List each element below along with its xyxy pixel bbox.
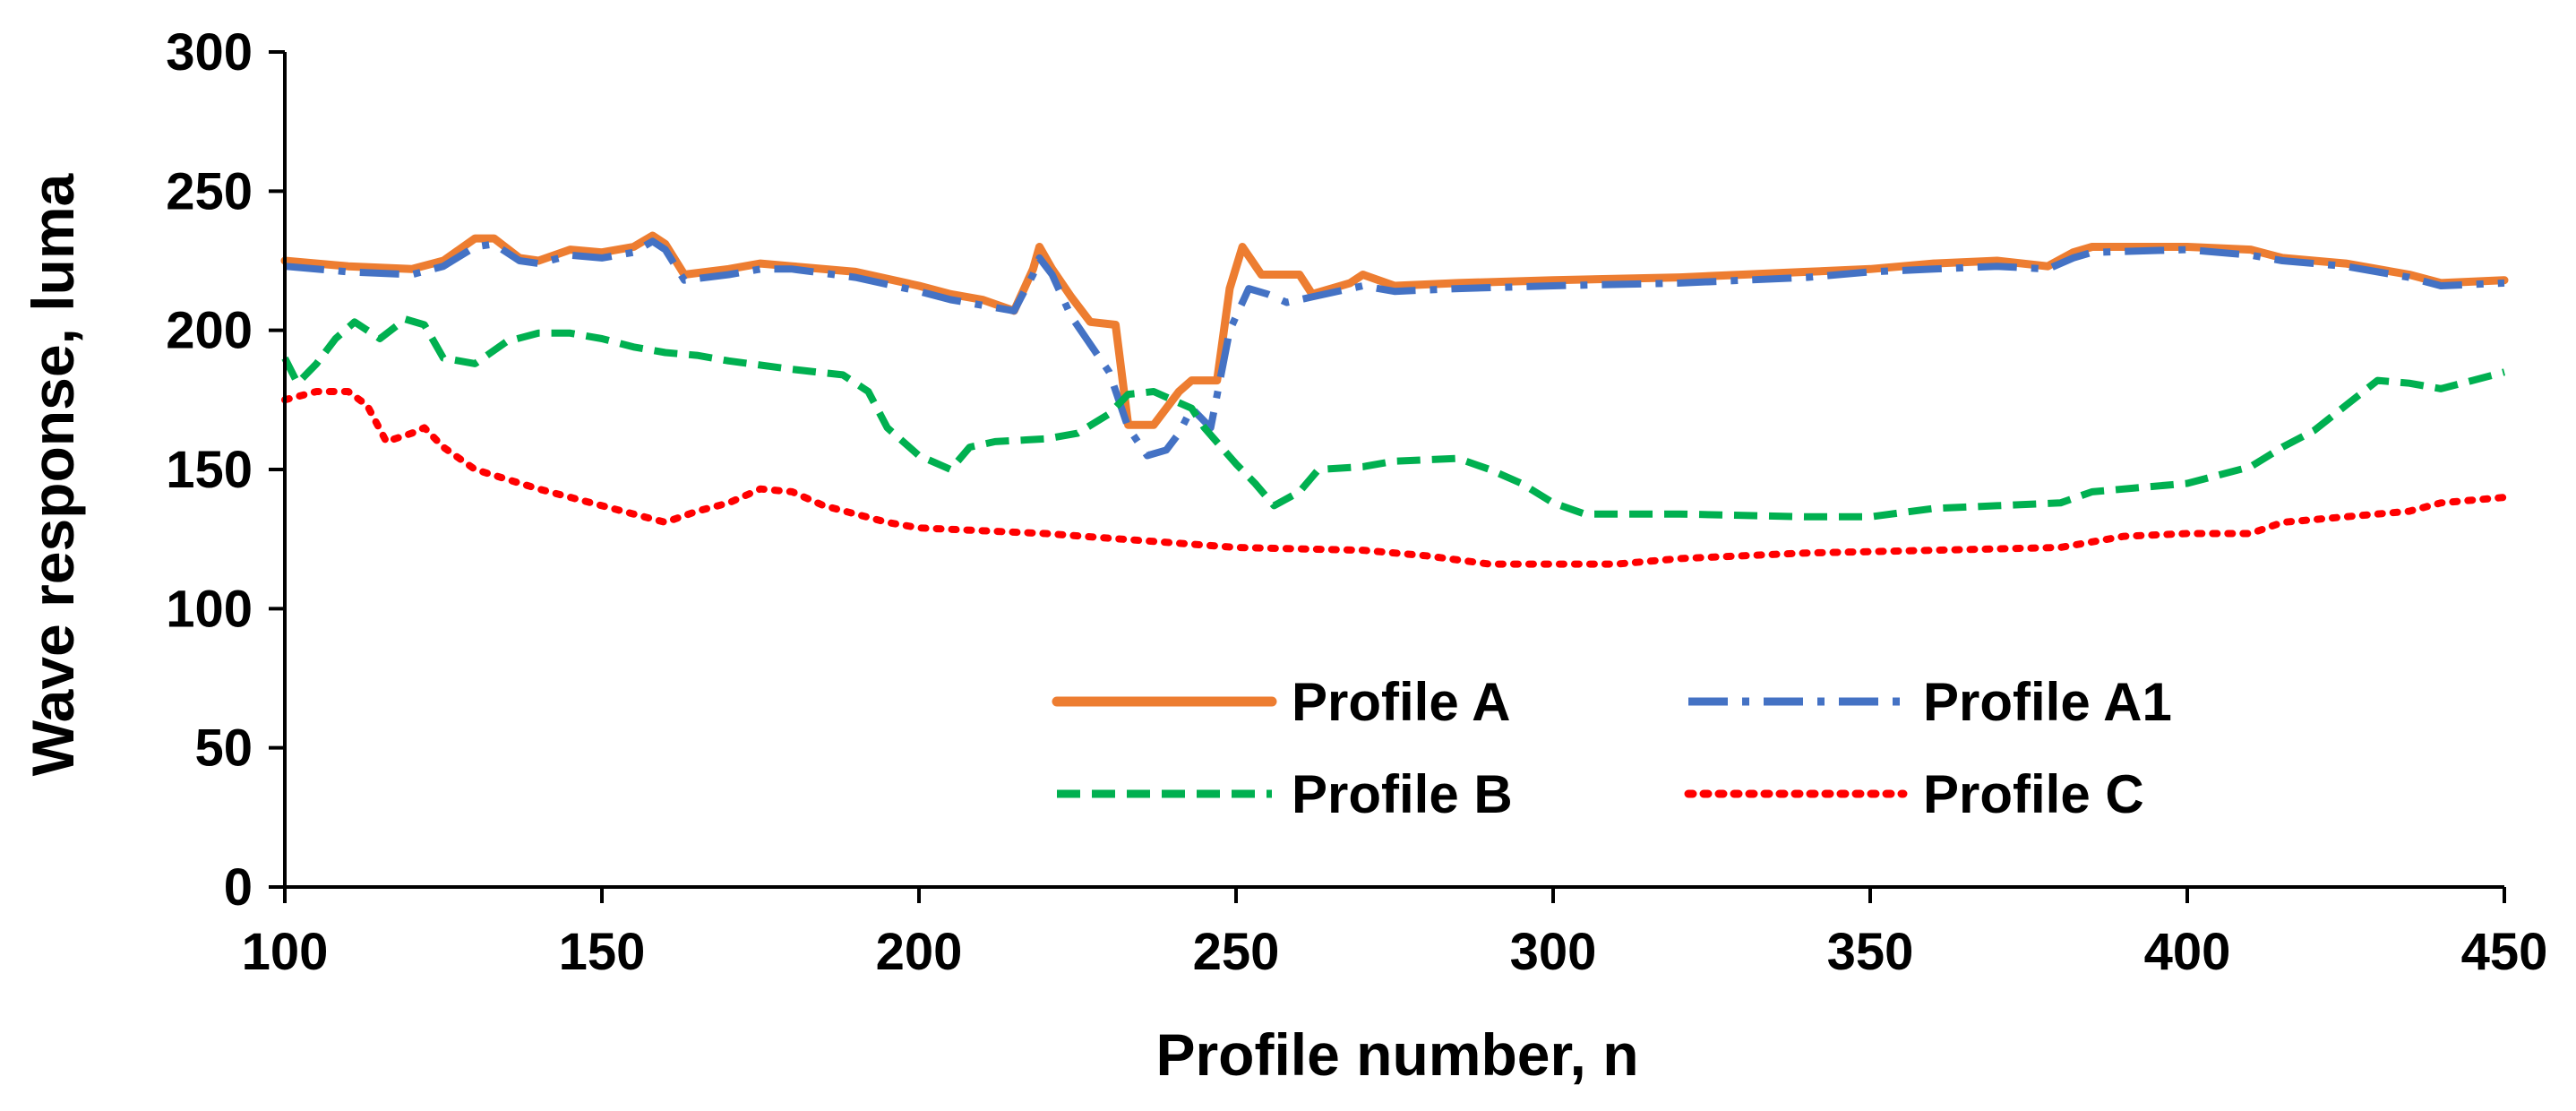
series-line-profile-b [281, 315, 2506, 521]
series-layer [280, 231, 2509, 568]
series-line-profile-a [280, 231, 2509, 429]
y-axis-title: Wave response, luma [20, 172, 86, 776]
x-tick-label: 150 [559, 923, 646, 981]
y-tick-label: 50 [194, 719, 253, 778]
legend-label: Profile A [1292, 672, 1510, 732]
legend-label: Profile A1 [1923, 672, 2172, 732]
series-line-profile-a1 [284, 237, 2505, 460]
y-tick-label: 0 [224, 858, 253, 917]
legend-item-profile-a: Profile A [1052, 672, 1510, 732]
x-tick-label: 300 [1510, 923, 1597, 981]
x-axis-title: Profile number, n [1155, 1021, 1638, 1088]
x-tick-label: 400 [2144, 923, 2231, 981]
legend-item-profile-a1: Profile A1 [1688, 672, 2172, 732]
legend-label: Profile B [1292, 764, 1513, 824]
series-line-profile-c [281, 388, 2508, 568]
legend-item-profile-b: Profile B [1057, 764, 1513, 824]
axes [283, 52, 2504, 889]
y-tick-label: 100 [166, 580, 253, 638]
y-tick-label: 200 [166, 302, 253, 360]
x-tick-label: 250 [1193, 923, 1280, 981]
x-tick-label: 350 [1827, 923, 1914, 981]
y-tick-label: 150 [166, 441, 253, 499]
x-tick-label: 100 [242, 923, 329, 981]
x-tick-label: 450 [2461, 923, 2548, 981]
ticks: 0 50 100 150 200 250 300 100 150 200 250 300 350 400 4… [166, 23, 2547, 981]
legend-label: Profile C [1923, 764, 2144, 824]
y-tick-label: 300 [166, 23, 253, 82]
y-tick-label: 250 [166, 162, 253, 220]
legend-item-profile-c: Profile C [1684, 764, 2144, 824]
x-tick-label: 200 [876, 923, 963, 981]
legend: Profile A Profile A1 Profile B Profile C [1052, 672, 2172, 824]
